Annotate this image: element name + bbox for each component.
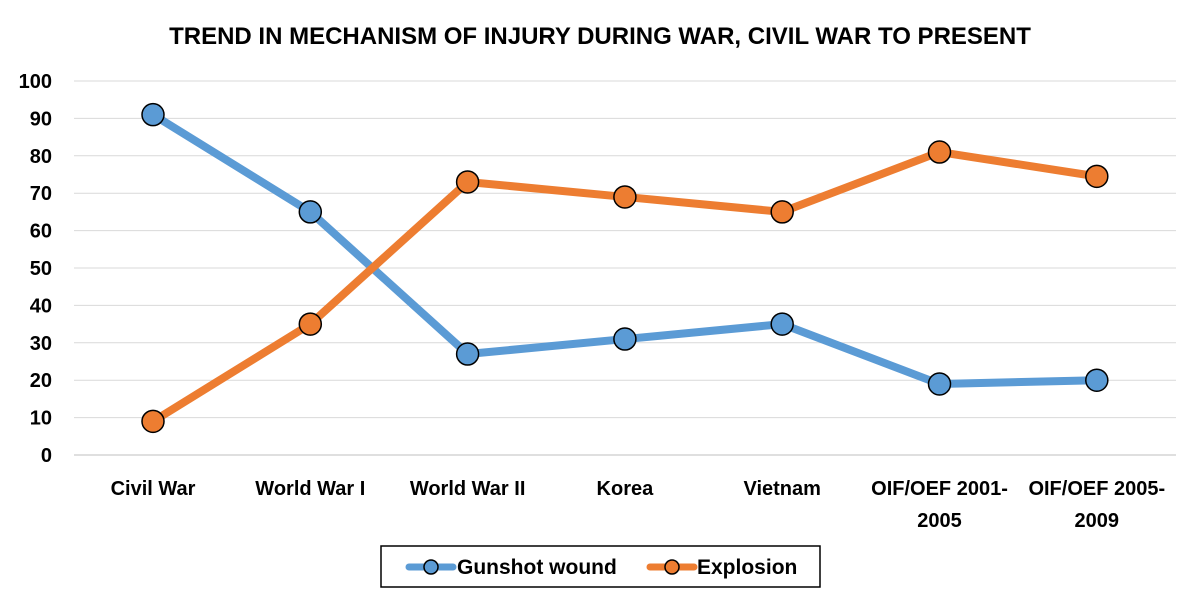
data-point-gunshot-wound (298, 200, 323, 224)
y-tick-label: 100 (19, 71, 52, 93)
x-tick-label: World War II (410, 478, 526, 500)
legend-swatch-explosion-marker (664, 559, 680, 575)
data-point-explosion (1085, 164, 1109, 189)
x-tick-label: Korea (597, 478, 655, 500)
legend: Gunshot wound Explosion (380, 545, 821, 588)
series-points (141, 102, 1109, 434)
y-tick-label: 70 (30, 183, 52, 205)
data-point-explosion (298, 312, 323, 336)
y-axis-ticks: 0 10 20 30 40 50 60 70 80 90 100 (19, 71, 52, 467)
y-tick-label: 40 (30, 295, 52, 317)
y-tick-label: 60 (30, 221, 52, 243)
data-point-explosion (455, 170, 480, 194)
x-tick-label: Civil War (111, 478, 196, 500)
y-tick-label: 0 (41, 445, 52, 467)
x-tick-label: 2009 (1075, 510, 1120, 532)
data-point-gunshot-wound (613, 327, 637, 351)
y-tick-label: 10 (30, 408, 52, 430)
x-tick-label: Vietnam (743, 478, 820, 500)
legend-label-gunshot-wound: Gunshot wound (457, 556, 617, 579)
data-point-gunshot-wound (770, 312, 794, 336)
data-point-explosion (613, 185, 637, 209)
data-point-gunshot-wound (927, 372, 952, 396)
data-point-explosion (770, 200, 794, 224)
x-axis-ticks: Civil War World War I World War II Korea Vie… (111, 478, 1166, 532)
data-point-gunshot-wound (1085, 368, 1109, 392)
legend-label-explosion: Explosion (697, 556, 797, 579)
data-point-gunshot-wound (141, 102, 165, 127)
legend-swatch-gunshot-marker (423, 559, 439, 575)
y-tick-label: 30 (30, 333, 52, 355)
x-tick-label: World War I (255, 478, 365, 500)
gridlines (74, 80, 1176, 456)
chart-title: TREND IN MECHANISM OF INJURY DURING WAR,… (169, 23, 1031, 50)
y-tick-label: 20 (30, 370, 52, 392)
x-tick-label: OIF/OEF 2001- (871, 478, 1008, 500)
y-tick-label: 90 (30, 108, 52, 130)
data-point-gunshot-wound (455, 342, 480, 366)
data-point-explosion (927, 140, 952, 164)
data-point-explosion (141, 409, 165, 434)
x-tick-label: OIF/OEF 2005- (1028, 478, 1165, 500)
x-tick-label: 2005 (917, 510, 962, 532)
y-tick-label: 80 (30, 146, 52, 168)
y-tick-label: 50 (30, 258, 52, 280)
